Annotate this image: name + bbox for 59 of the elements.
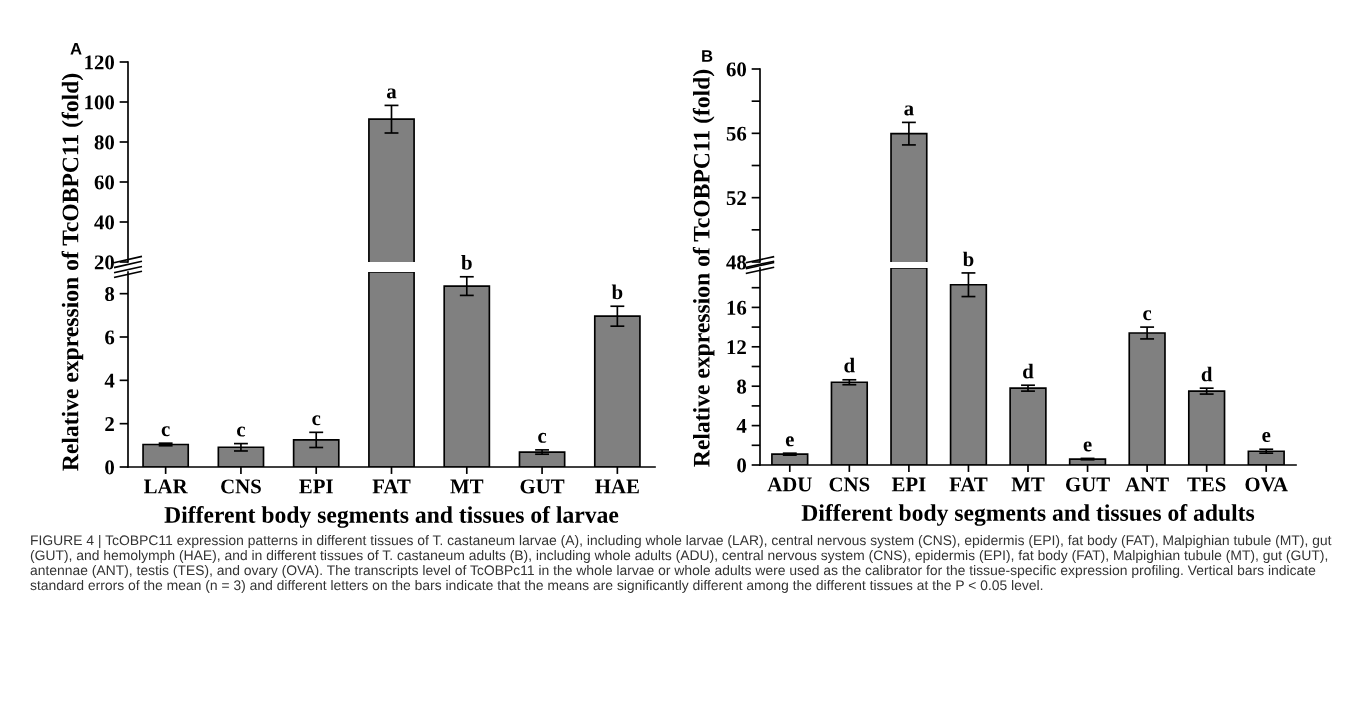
annotation: c [538, 432, 547, 443]
x-tick-label: TES [1187, 477, 1226, 492]
y-tick-label: 4 [104, 373, 115, 388]
x-tick-label: FAT [372, 479, 411, 494]
annotation: e [785, 436, 794, 447]
y-tick-label: 16 [727, 300, 747, 315]
y-tick-label: 48 [726, 255, 747, 270]
x-tick-label: MT [1011, 477, 1045, 492]
x-tick-label: EPI [299, 479, 333, 494]
annotation: d [1023, 363, 1034, 379]
y-tick-label: 8 [737, 379, 747, 394]
caption: FIGURE 4 | TcOBPC11 expression patterns in different tissues of T. castaneum larvae (A), including whole larvae (LAR), central nervous system (CNS), epidermis (EPI), fat body (FAT), Malpighian tubule (MT), gut (GUT), and hemolymph (HAE), and in different tissues of T. castaneum adults (B), including whole adults (ADU), central nervous system (CNS), epidermis (EPI), fat body (FAT), Malpighian tubule (MT), gut (GUT), antennae (ANT), testis (TES), and ovary (OVA). The transcripts level of TcOBPc11 in the whole larvae or whole adults were used as the calibrator for the tissue-specific expression profiling. Vertical bars indicate standard errors of the mean (n = 3) and different letters on the bars indicate that the means are significantly different among the different tissues at the P < 0.05 level. [30, 535, 1332, 593]
annotation: b [962, 251, 974, 267]
x-tick-label: GUT [520, 479, 565, 494]
annotation: d [1201, 366, 1213, 382]
y-tick-label: 20 [94, 255, 115, 270]
chart-title: A [70, 43, 82, 55]
x-tick-label: MT [450, 479, 484, 494]
y-tick-label: 60 [726, 62, 747, 77]
annotation: b [611, 284, 623, 300]
y-tick-label: 56 [726, 126, 747, 141]
x-tick-label: LAR [144, 479, 188, 494]
annotation: c [237, 426, 246, 437]
y-tick-label: 80 [94, 135, 115, 150]
y-axis-title: Relative expression of TcOBPC11 (fold) [61, 73, 84, 471]
x-tick-label: HAE [595, 479, 639, 494]
annotation: a [904, 105, 914, 116]
x-tick-label: CNS [829, 477, 870, 492]
y-tick-label: 0 [737, 458, 747, 473]
annotation: e [1083, 441, 1092, 452]
x-tick-label: ADU [767, 477, 812, 492]
y-tick-label: 6 [105, 330, 115, 345]
y-tick-label: 4 [736, 419, 747, 433]
x-axis-title: Different body segments and tissues of larvae [164, 506, 619, 528]
y-tick-label: 52 [726, 191, 746, 206]
annotation: e [1262, 432, 1271, 443]
annotation: c [312, 415, 321, 426]
y-tick-label: 60 [94, 175, 115, 190]
y-tick-label: 0 [105, 460, 115, 475]
annotation: b [461, 255, 472, 270]
y-tick-label: 40 [94, 215, 115, 230]
x-tick-label: OVA [1245, 477, 1288, 492]
y-tick-label: 8 [105, 287, 115, 302]
annotation: c [161, 426, 170, 437]
x-tick-label: ANT [1125, 477, 1169, 492]
y-tick-label: 100 [85, 95, 115, 110]
y-axis-title: Relative expression of TcOBPC11 (fold) [692, 69, 715, 467]
x-tick-label: FAT [949, 477, 988, 492]
x-tick-label: CNS [221, 479, 261, 494]
x-tick-label: GUT [1066, 477, 1110, 492]
chart-title: B [702, 50, 713, 62]
x-tick-label: EPI [891, 477, 926, 492]
annotation: c [1143, 310, 1152, 321]
y-tick-label: 120 [85, 55, 115, 70]
x-axis-title: Different body segments and tissues of adults [801, 504, 1255, 526]
annotation: d [844, 357, 855, 373]
y-tick-label: 2 [105, 417, 114, 431]
annotation: a [386, 88, 397, 99]
y-tick-label: 12 [727, 340, 746, 355]
